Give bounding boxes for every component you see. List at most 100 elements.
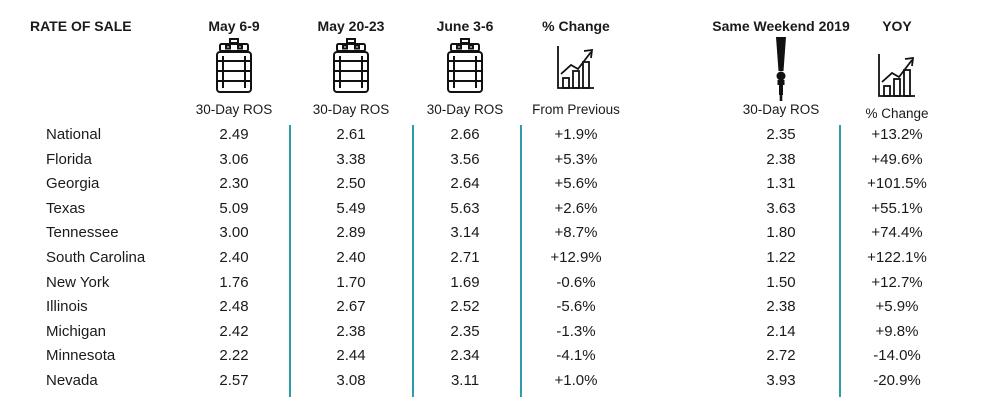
table-cell-may2023: 2.89 [336, 224, 366, 242]
row-label: Minnesota [46, 347, 116, 365]
table-cell-sw2019: 1.80 [766, 224, 796, 242]
beer-tap-icon [776, 37, 786, 101]
table-title: RATE OF SALE [30, 18, 132, 34]
table-cell-chg: -4.1% [556, 347, 596, 365]
table-cell-yoy: +101.5% [867, 175, 927, 193]
column-header-may69: May 6-9 [208, 18, 260, 34]
table-cell-yoy: +13.2% [871, 126, 923, 143]
table-cell-yoy: +55.1% [871, 199, 923, 217]
table-cell-may2023: 2.40 [336, 249, 366, 266]
table-cell-may2023: 5.49 [336, 199, 366, 217]
keg-icon [333, 38, 369, 93]
growth-chart-icon [878, 54, 915, 97]
table-cell-jun36: 2.66 [450, 126, 480, 143]
table-cell-chg: +5.6% [554, 175, 598, 193]
column-subheader-yoy: % Change [865, 106, 929, 121]
table-cell-may69: 3.06 [219, 150, 249, 168]
table-cell-sw2019: 1.22 [766, 249, 796, 266]
column-header-sw2019: Same Weekend 2019 [712, 18, 850, 34]
column-divider [289, 125, 291, 397]
table-cell-sw2019: 2.72 [766, 347, 796, 365]
table-cell-may2023: 2.50 [336, 175, 366, 193]
table-cell-chg: +1.9% [554, 126, 598, 143]
table-cell-may69: 2.40 [219, 249, 249, 266]
table-cell-jun36: 1.69 [450, 273, 480, 291]
table-cell-may69: 2.30 [219, 175, 249, 193]
column-divider [839, 125, 841, 397]
column-subheader-may2023: 30-Day ROS [312, 102, 390, 117]
table-cell-yoy: -14.0% [873, 347, 921, 365]
growth-chart-icon [557, 46, 594, 89]
table-cell-may69: 2.42 [219, 322, 249, 340]
keg-icon [216, 38, 252, 93]
table-cell-may2023: 2.38 [336, 322, 366, 340]
column-header-may2023: May 20-23 [317, 18, 385, 34]
column-header-jun36: June 3-6 [436, 18, 494, 34]
table-cell-jun36: 2.52 [450, 298, 480, 316]
table-cell-may69: 3.00 [219, 224, 249, 242]
table-cell-sw2019: 3.93 [766, 372, 796, 389]
table-cell-yoy: +49.6% [871, 150, 923, 168]
table-cell-yoy: +122.1% [867, 249, 927, 266]
table-cell-jun36: 3.56 [450, 150, 480, 168]
table-cell-may69: 5.09 [219, 199, 249, 217]
table-cell-yoy: -20.9% [873, 372, 921, 389]
table-cell-sw2019: 3.63 [766, 199, 796, 217]
table-cell-sw2019: 2.35 [766, 126, 796, 143]
row-label: New York [46, 273, 110, 291]
column-subheader-jun36: 30-Day ROS [426, 102, 504, 117]
table-cell-chg: -0.6% [556, 273, 596, 291]
row-label: Georgia [46, 175, 100, 193]
column-header-chg: % Change [542, 18, 610, 34]
row-label: Tennessee [46, 224, 119, 242]
row-label: Texas [46, 199, 86, 217]
table-cell-jun36: 2.71 [450, 249, 480, 266]
table-cell-sw2019: 2.14 [766, 322, 796, 340]
keg-icon [447, 38, 483, 93]
table-cell-may2023: 2.61 [336, 126, 366, 143]
table-cell-chg: +5.3% [554, 150, 598, 168]
table-cell-may69: 2.22 [219, 347, 249, 365]
table-cell-jun36: 3.14 [450, 224, 480, 242]
table-cell-may2023: 3.08 [336, 372, 366, 389]
table-cell-yoy: +5.9% [875, 298, 919, 316]
table-cell-sw2019: 1.50 [766, 273, 796, 291]
column-subheader-may69: 30-Day ROS [195, 102, 273, 117]
row-label: National [46, 126, 102, 143]
table-cell-may69: 2.57 [219, 372, 249, 389]
table-cell-may69: 2.49 [219, 126, 249, 143]
row-label: South Carolina [46, 249, 146, 266]
table-cell-jun36: 2.64 [450, 175, 480, 193]
table-cell-may2023: 3.38 [336, 150, 366, 168]
row-label: Michigan [46, 322, 107, 340]
table-cell-chg: -1.3% [556, 322, 596, 340]
table-cell-yoy: +9.8% [875, 322, 919, 340]
table-cell-jun36: 5.63 [450, 199, 480, 217]
table-cell-may2023: 1.70 [336, 273, 366, 291]
table-cell-chg: +8.7% [554, 224, 598, 242]
row-label: Nevada [46, 372, 98, 389]
table-cell-chg: +1.0% [554, 372, 598, 389]
column-header-yoy: YOY [882, 18, 912, 34]
table-cell-jun36: 2.34 [450, 347, 480, 365]
table-cell-yoy: +74.4% [871, 224, 923, 242]
table-cell-may69: 2.48 [219, 298, 249, 316]
column-divider [412, 125, 414, 397]
table-cell-sw2019: 1.31 [766, 175, 796, 193]
row-label: Illinois [46, 298, 88, 316]
table-cell-sw2019: 2.38 [766, 298, 796, 316]
table-cell-chg: -5.6% [556, 298, 596, 316]
table-cell-may69: 1.76 [219, 273, 249, 291]
row-label: Florida [46, 150, 92, 168]
column-subheader-chg: From Previous [532, 102, 620, 117]
table-cell-may2023: 2.67 [336, 298, 366, 316]
table-cell-sw2019: 2.38 [766, 150, 796, 168]
table-cell-chg: +12.9% [550, 249, 602, 266]
table-cell-yoy: +12.7% [871, 273, 923, 291]
column-subheader-sw2019: 30-Day ROS [742, 102, 820, 117]
table-cell-jun36: 2.35 [450, 322, 480, 340]
table-cell-may2023: 2.44 [336, 347, 366, 365]
table-cell-jun36: 3.11 [450, 372, 480, 389]
table-cell-chg: +2.6% [554, 199, 598, 217]
column-divider [520, 125, 522, 397]
